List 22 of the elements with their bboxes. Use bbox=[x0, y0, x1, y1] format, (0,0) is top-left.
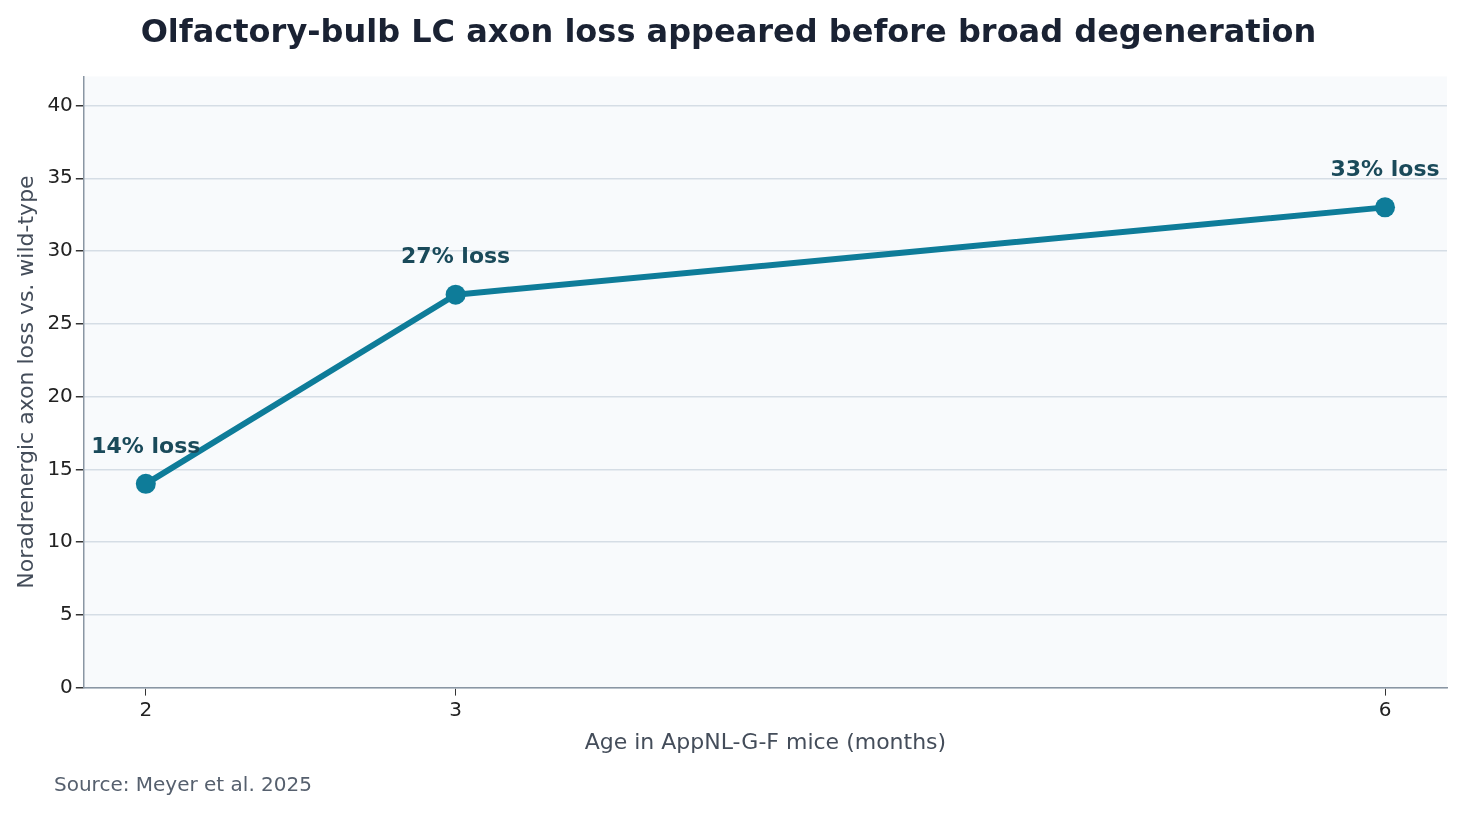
x-tick-label: 3 bbox=[449, 696, 462, 721]
y-tick-label: 15 bbox=[47, 455, 73, 480]
x-tick-label: 2 bbox=[139, 696, 153, 721]
y-tick-label: 0 bbox=[60, 673, 73, 698]
point bbox=[1375, 197, 1396, 218]
point bbox=[135, 473, 156, 494]
y-tick-label: 20 bbox=[47, 382, 73, 407]
data-label: 27% loss bbox=[401, 243, 511, 269]
y-tick-label: 10 bbox=[47, 528, 73, 553]
point bbox=[445, 284, 466, 305]
y-tick-label: 5 bbox=[60, 601, 73, 626]
chart-title: Olfactory-bulb LC axon loss appeared before broad degeneration bbox=[140, 11, 1317, 50]
y-tick-label: 25 bbox=[47, 309, 73, 334]
y-tick-label: 35 bbox=[47, 164, 73, 189]
x-axis-title: Age in AppNL-G-F mice (months) bbox=[584, 728, 947, 754]
x-tick-label: 6 bbox=[1378, 696, 1392, 721]
y-tick-label: 30 bbox=[47, 237, 73, 262]
data-label: 33% loss bbox=[1330, 156, 1440, 182]
source-note: Source: Meyer et al. 2025 bbox=[54, 772, 312, 796]
data-label: 14% loss bbox=[91, 432, 201, 458]
y-tick-label: 40 bbox=[47, 91, 73, 116]
y-axis-title: Noradrenergic axon loss vs. wild-type bbox=[12, 175, 38, 589]
